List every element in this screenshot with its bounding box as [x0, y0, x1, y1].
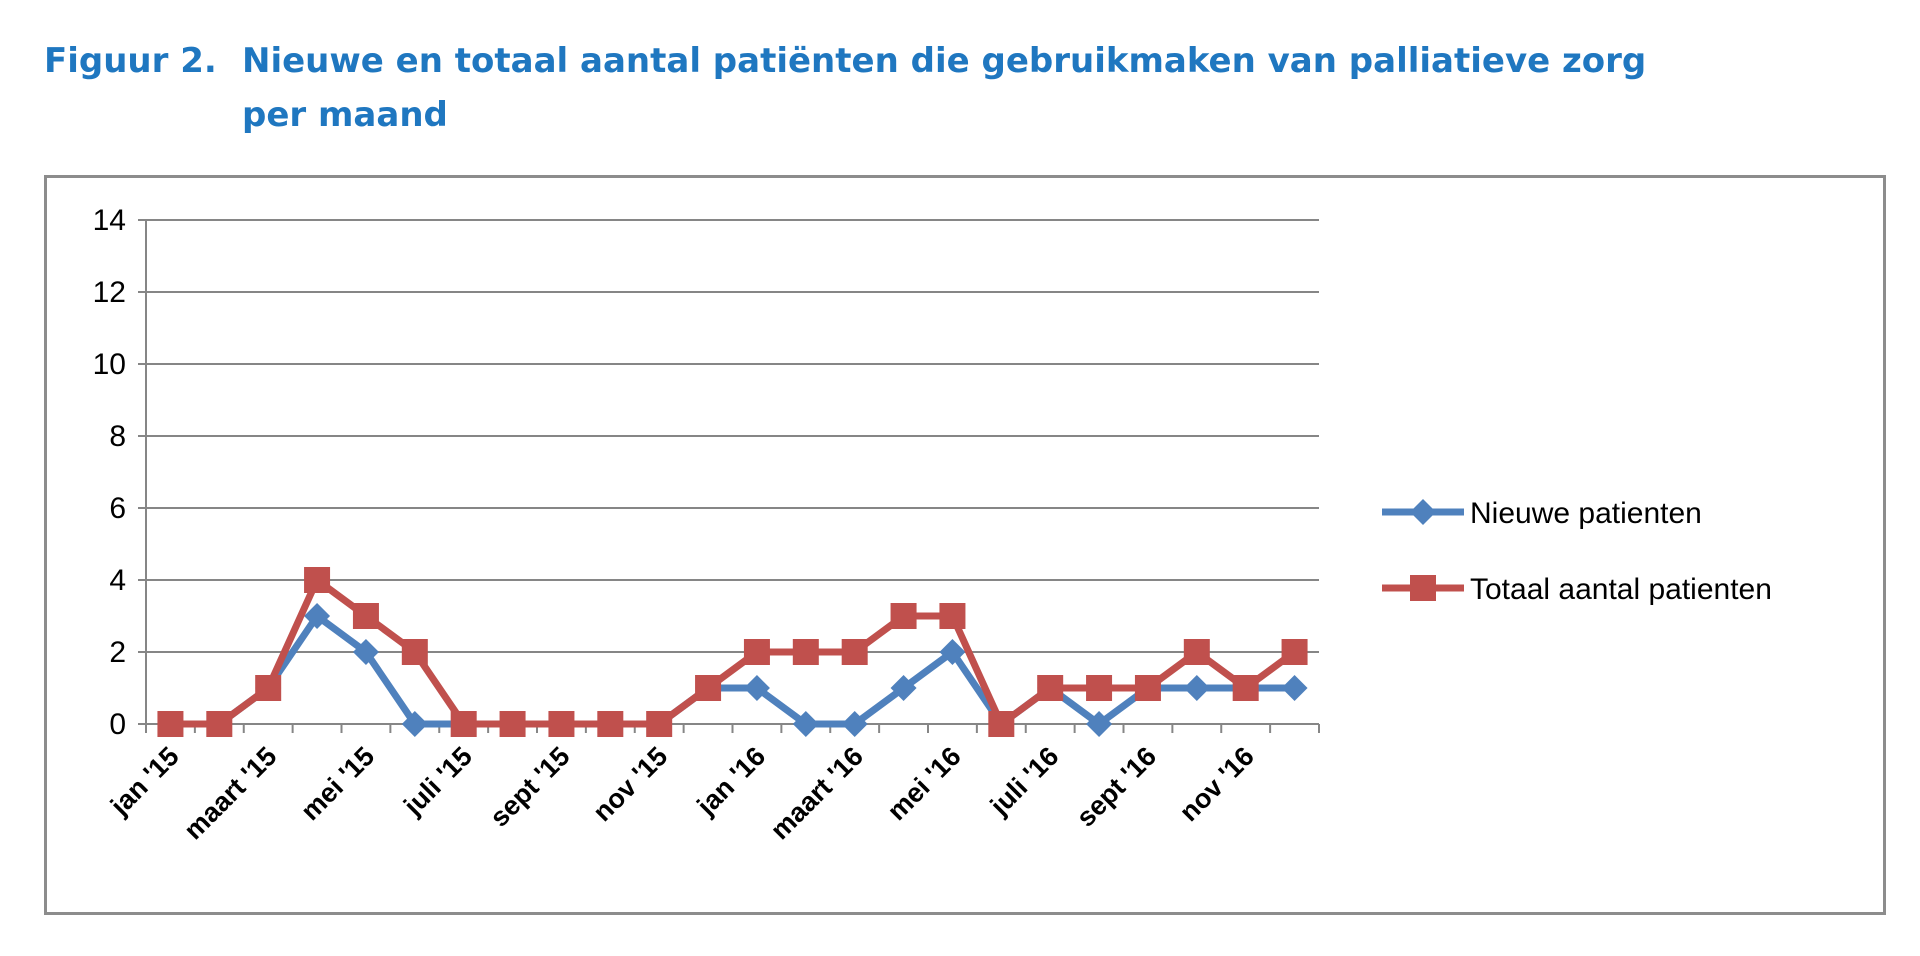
- data-point-totaal-aantal-patienten: [1134, 675, 1161, 701]
- x-category-label: juli '15: [397, 741, 478, 822]
- x-category-label: sept '15: [484, 741, 576, 833]
- y-tick-label: 4: [109, 564, 126, 597]
- data-point-totaal-aantal-patienten: [1232, 675, 1259, 701]
- data-point-nieuwe-patienten: [939, 639, 966, 665]
- y-tick-label: 6: [109, 492, 126, 525]
- data-point-totaal-aantal-patienten: [695, 675, 722, 701]
- data-point-totaal-aantal-patienten: [988, 711, 1015, 737]
- data-point-totaal-aantal-patienten: [255, 675, 282, 701]
- data-point-totaal-aantal-patienten: [499, 711, 526, 737]
- data-point-nieuwe-patienten: [1183, 675, 1210, 701]
- y-tick-label: 12: [93, 276, 126, 309]
- data-point-nieuwe-patienten: [352, 639, 379, 665]
- x-category-label: jan '15: [104, 741, 185, 822]
- y-tick-label: 2: [109, 636, 126, 669]
- x-category-label: sept '16: [1071, 741, 1163, 833]
- data-point-totaal-aantal-patienten: [157, 711, 184, 737]
- x-category-label: nov '16: [1174, 741, 1260, 827]
- y-tick-label: 14: [93, 204, 126, 237]
- data-point-nieuwe-patienten: [1281, 675, 1308, 701]
- figure-title-line-1: Nieuwe en totaal aantal patiënten die ge…: [242, 41, 1647, 81]
- data-point-nieuwe-patienten: [841, 711, 868, 737]
- data-point-nieuwe-patienten: [1086, 711, 1113, 737]
- x-category-label: juli '16: [984, 741, 1065, 822]
- chart-frame: 0 2 4 6 8 10 12 14 jan '15 maart '15 mei '15 juli '…: [44, 175, 1886, 915]
- data-point-totaal-aantal-patienten: [450, 711, 477, 737]
- data-point-totaal-aantal-patienten: [1037, 675, 1064, 701]
- data-point-nieuwe-patienten: [304, 603, 331, 629]
- series-line-nieuwe-patienten: [170, 612, 1295, 728]
- x-category-label: mei '15: [295, 741, 380, 826]
- figure-title: Figuur 2. Nieuwe en totaal aantal patiënt…: [44, 34, 1864, 142]
- figure-number: Figuur 2.: [44, 41, 217, 81]
- legend-marker-nieuwe-patienten: [1410, 499, 1436, 525]
- legend-marker-totaal-aantal-patienten: [1410, 575, 1436, 601]
- legend-label-totaal-aantal-patienten: Totaal aantal patienten: [1470, 573, 1772, 606]
- data-point-nieuwe-patienten: [743, 675, 770, 701]
- x-category-label: jan '16: [691, 741, 772, 822]
- data-point-totaal-aantal-patienten: [939, 603, 966, 629]
- y-tick-label: 0: [109, 708, 126, 741]
- data-point-totaal-aantal-patienten: [743, 639, 770, 665]
- data-point-totaal-aantal-patienten: [597, 711, 624, 737]
- x-category-label: nov '15: [587, 741, 673, 827]
- figure-title-line-2: per maand: [242, 95, 448, 135]
- x-category-label: maart '15: [178, 741, 282, 845]
- data-point-nieuwe-patienten: [890, 675, 917, 701]
- data-point-totaal-aantal-patienten: [548, 711, 575, 737]
- data-point-totaal-aantal-patienten: [304, 567, 331, 593]
- data-point-totaal-aantal-patienten: [401, 639, 428, 665]
- x-category-label: mei '16: [881, 741, 966, 826]
- data-point-totaal-aantal-patienten: [841, 639, 868, 665]
- legend-label-nieuwe-patienten: Nieuwe patienten: [1470, 497, 1702, 530]
- data-point-nieuwe-patienten: [401, 711, 428, 737]
- data-point-totaal-aantal-patienten: [1086, 675, 1113, 701]
- data-point-totaal-aantal-patienten: [206, 711, 233, 737]
- data-point-nieuwe-patienten: [792, 711, 819, 737]
- data-point-totaal-aantal-patienten: [1183, 639, 1210, 665]
- x-category-label: maart '16: [765, 741, 869, 845]
- data-point-totaal-aantal-patienten: [352, 603, 379, 629]
- data-point-totaal-aantal-patienten: [890, 603, 917, 629]
- y-tick-label: 8: [109, 420, 126, 453]
- y-tick-label: 10: [93, 348, 126, 381]
- data-point-totaal-aantal-patienten: [1281, 639, 1308, 665]
- data-point-totaal-aantal-patienten: [646, 711, 673, 737]
- data-point-totaal-aantal-patienten: [792, 639, 819, 665]
